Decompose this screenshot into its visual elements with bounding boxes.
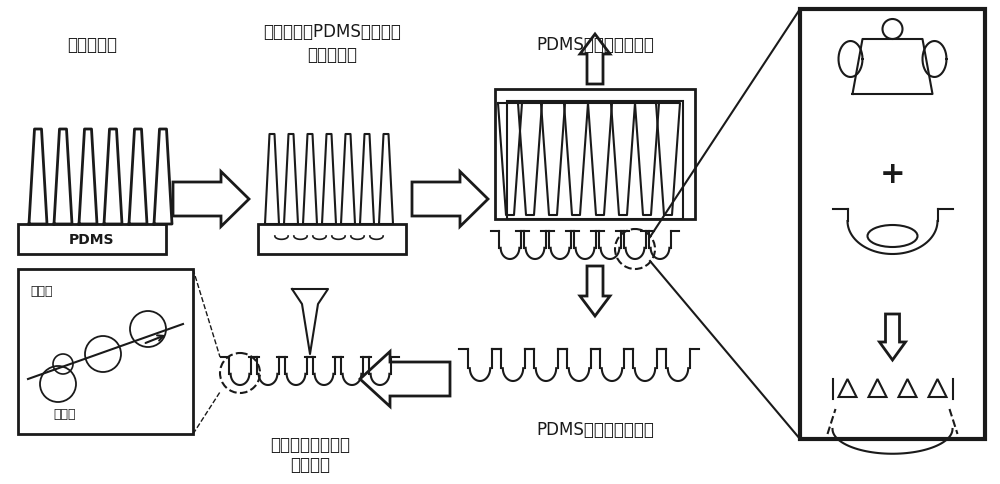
Polygon shape xyxy=(898,379,916,397)
Text: +: + xyxy=(880,160,905,189)
Text: 毛细管力使PDMS溶液沿圆: 毛细管力使PDMS溶液沿圆 xyxy=(263,23,401,41)
Bar xyxy=(800,10,985,439)
Bar xyxy=(18,270,193,434)
Text: PDMS: PDMS xyxy=(69,232,115,246)
Polygon shape xyxy=(580,267,610,317)
Polygon shape xyxy=(360,352,450,407)
Bar xyxy=(258,225,406,255)
Polygon shape xyxy=(173,172,249,227)
Text: 台针壁上升: 台针壁上升 xyxy=(307,46,357,64)
Text: 亲水面: 亲水面 xyxy=(30,285,52,298)
Polygon shape xyxy=(928,379,946,397)
Text: 圆台针阵列: 圆台针阵列 xyxy=(67,36,117,54)
Polygon shape xyxy=(880,314,906,360)
Bar xyxy=(507,102,683,220)
Polygon shape xyxy=(412,172,488,227)
Bar xyxy=(495,90,695,220)
Polygon shape xyxy=(580,35,610,85)
Polygon shape xyxy=(838,379,856,397)
Text: 疏水面: 疏水面 xyxy=(53,408,76,421)
Text: PDMS表面亲水化处理: PDMS表面亲水化处理 xyxy=(536,420,654,438)
Text: 激光加工选择性去: 激光加工选择性去 xyxy=(270,435,350,453)
Bar xyxy=(18,225,166,255)
Text: PDMS脱模、固化成型: PDMS脱模、固化成型 xyxy=(536,36,654,54)
Text: 除亲水层: 除亲水层 xyxy=(290,455,330,473)
Polygon shape xyxy=(868,379,887,397)
